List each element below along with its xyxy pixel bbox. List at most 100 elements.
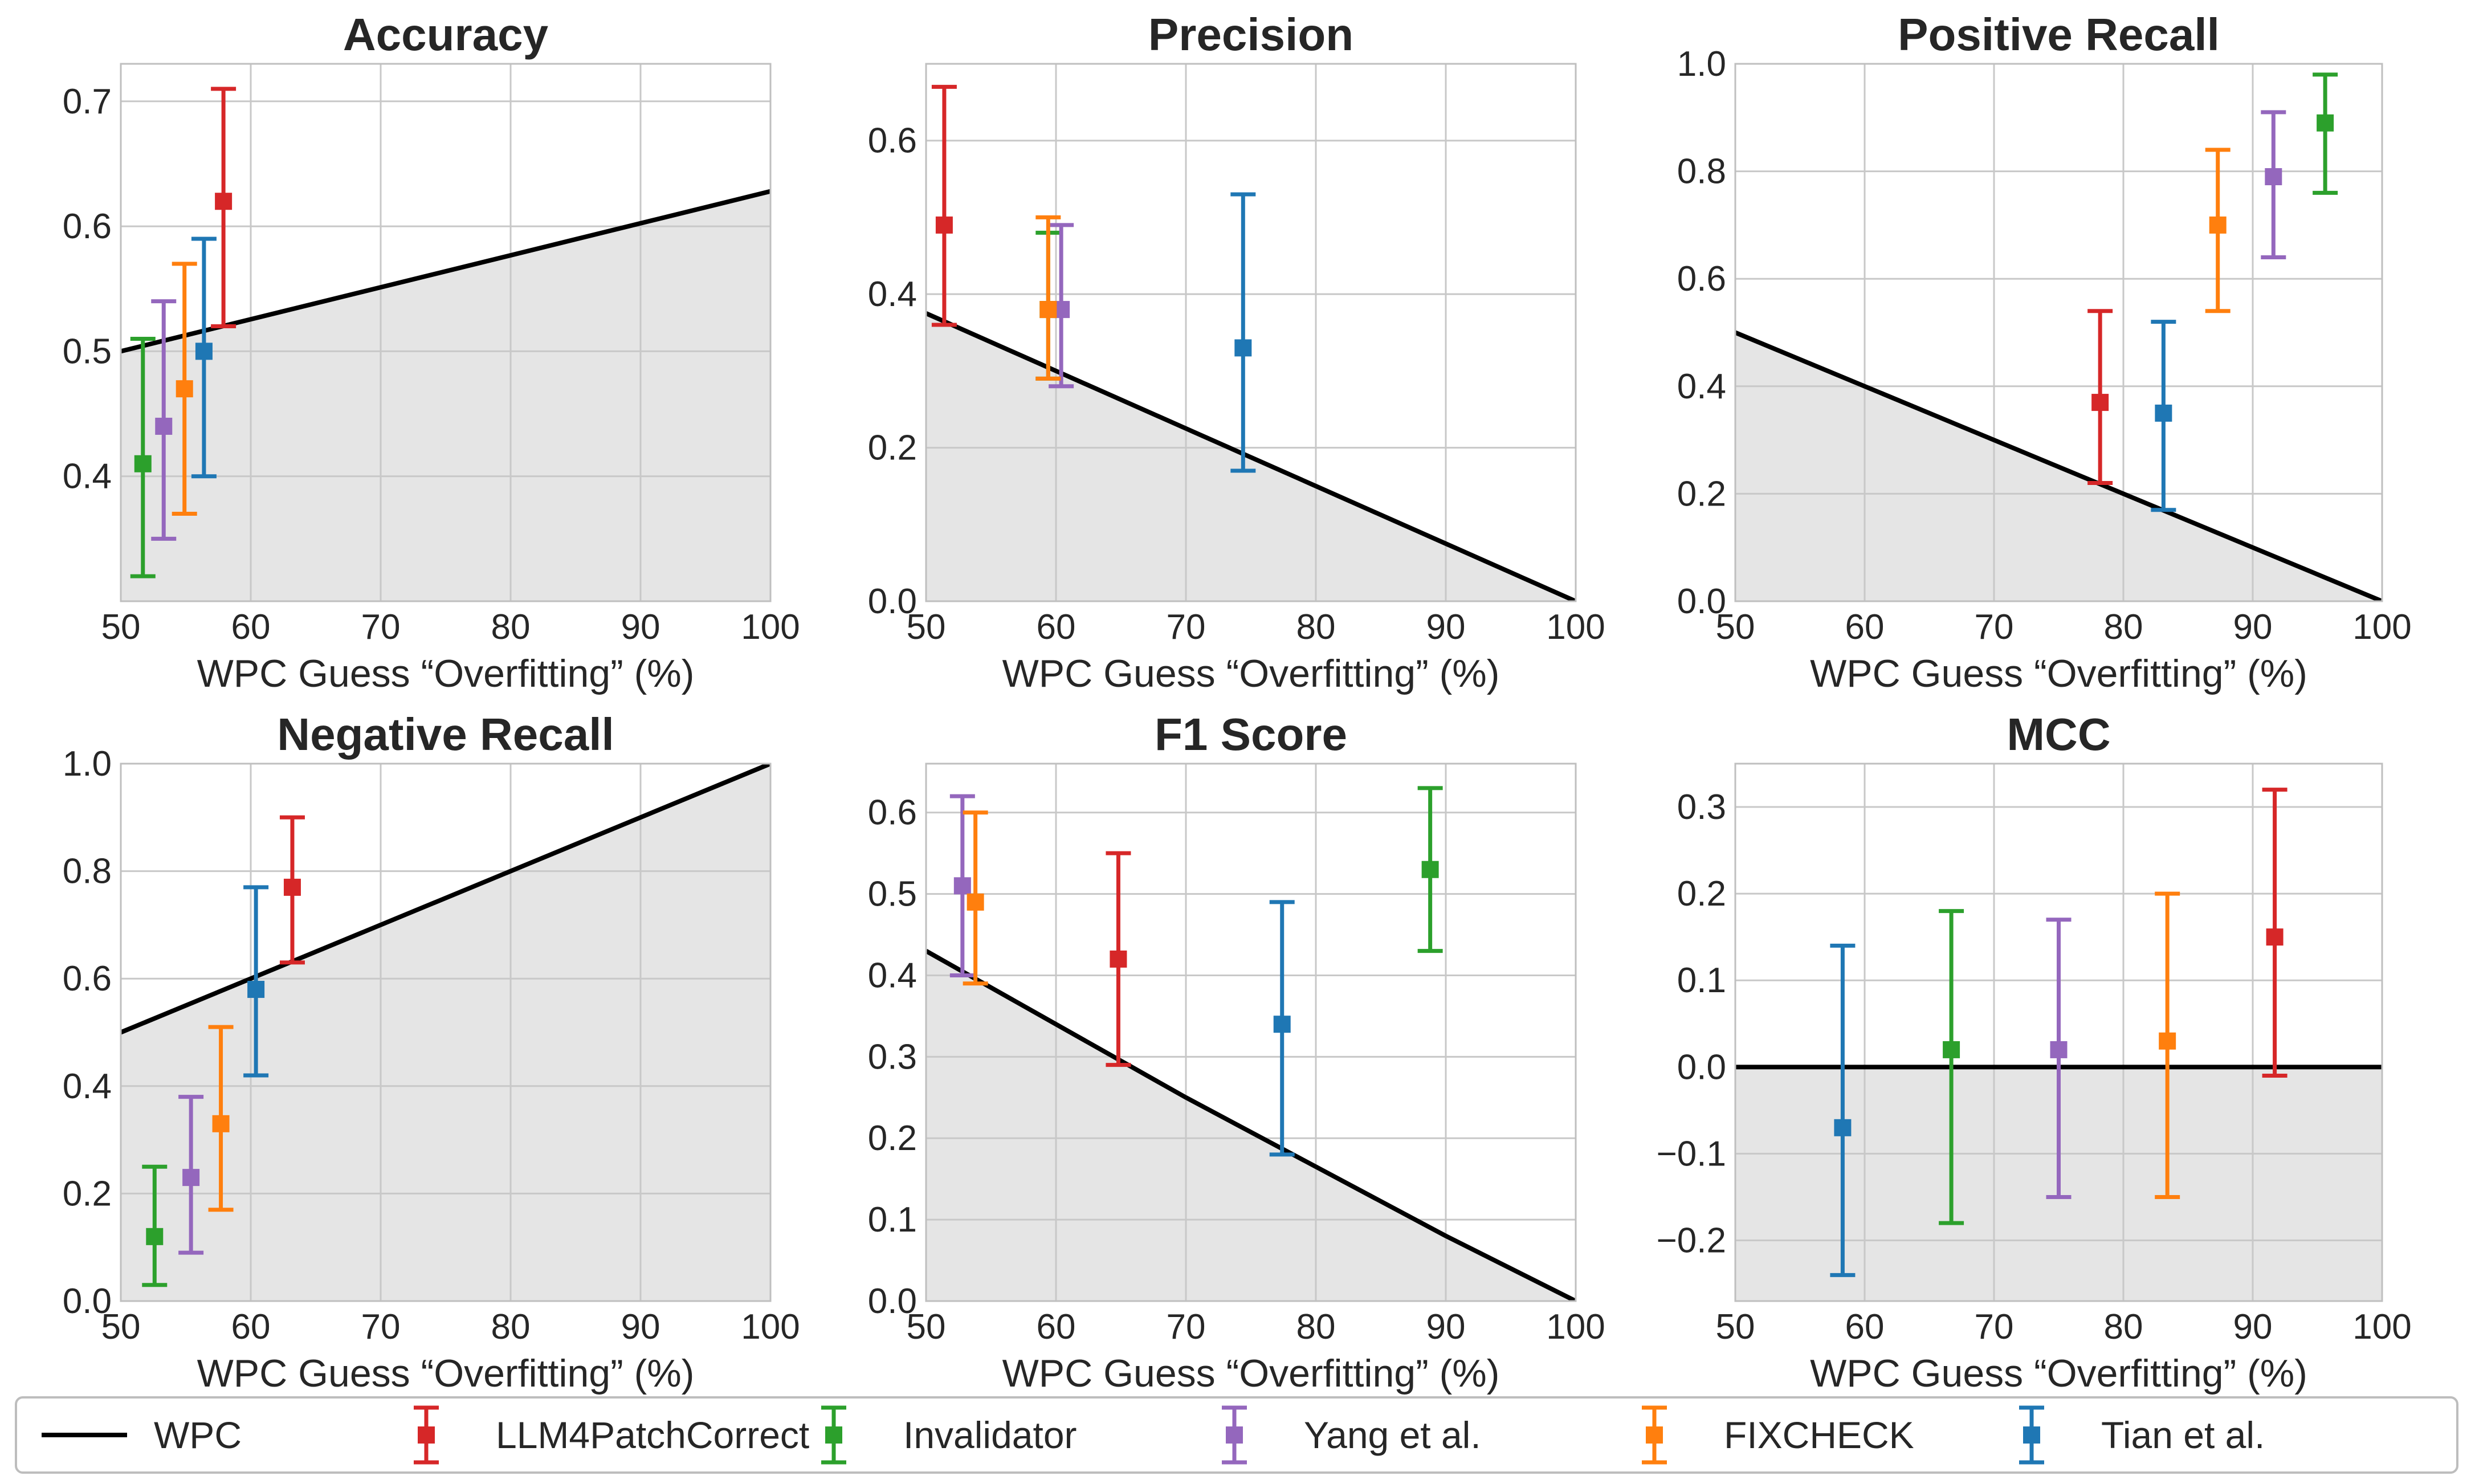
- series-fixcheck: [2155, 891, 2180, 1199]
- data-point: [2209, 216, 2227, 234]
- wpc-line: [121, 764, 770, 1035]
- y-tick-label: 0.2: [868, 429, 917, 468]
- y-tick-label: 0.5: [63, 332, 112, 371]
- x-tick-label: 50: [1716, 608, 1755, 647]
- x-tick-label: 70: [1167, 608, 1206, 647]
- wpc-line: [926, 949, 1576, 1301]
- series-yang-et-al: [949, 794, 975, 977]
- data-point: [176, 380, 193, 398]
- legend-entry-yang-et-al: Yang et al.: [1222, 1405, 1481, 1465]
- data-point: [1834, 1119, 1852, 1136]
- y-tick-label: −0.2: [1657, 1221, 1726, 1261]
- series-fixcheck: [172, 262, 197, 516]
- series-tian-et-al: [2151, 320, 2176, 512]
- x-axis-label: WPC Guess “Overfitting” (%): [1002, 1352, 1500, 1395]
- panel-mcc: 50 60 70 80 90 100 −0.2 −0.1 0.0 0.1 0.2 0.3 MCC WPC …: [1657, 709, 2412, 1395]
- series-llm4patchcorrect: [211, 87, 237, 329]
- legend-swatch-marker: [418, 1426, 435, 1444]
- y-tick-label: 0.4: [63, 1067, 112, 1106]
- x-tick-label: 90: [1426, 1307, 1466, 1347]
- x-tick-label: 80: [2104, 608, 2143, 647]
- data-point: [1234, 339, 1252, 357]
- series-invalidator: [1939, 909, 1964, 1225]
- legend-label: LLM4PatchCorrect: [496, 1414, 809, 1456]
- series-invalidator: [2313, 72, 2338, 195]
- y-tick-label: 0.0: [868, 582, 917, 621]
- x-tick-label: 80: [2104, 1307, 2143, 1347]
- series-llm4patchcorrect: [1106, 851, 1131, 1067]
- y-tick-label: 0.1: [868, 1200, 917, 1240]
- chart-panels: 50 60 70 80 90 100 0.4 0.5 0.6 0.7 Accuracy WPC Gue…: [63, 9, 2412, 1395]
- wpc-shaded-region: [121, 764, 770, 1301]
- y-tick-label: 0.0: [868, 1282, 917, 1321]
- y-tick-label: 0.8: [1677, 152, 1726, 191]
- x-tick-label: 100: [2352, 1307, 2411, 1347]
- x-tick-label: 60: [231, 1307, 271, 1347]
- x-tick-label: 90: [621, 608, 660, 647]
- x-tick-label: 80: [491, 608, 531, 647]
- axes-frame: [120, 63, 772, 602]
- x-tick-label: 70: [361, 608, 401, 647]
- chart-title: Precision: [1148, 9, 1353, 60]
- data-point: [247, 981, 265, 998]
- panel-f1-score: 50 60 70 80 90 100 0.0 0.1 0.2 0.3 0.4 0.5 0.6 F1 Sco…: [868, 709, 1605, 1395]
- series-fixcheck: [1035, 215, 1061, 381]
- legend-label: Invalidator: [903, 1414, 1077, 1456]
- y-tick-label: 0.0: [1677, 1047, 1726, 1087]
- data-point: [1421, 861, 1439, 878]
- data-point: [2317, 114, 2334, 132]
- x-tick-label: 100: [1546, 1307, 1605, 1347]
- x-axis-label: WPC Guess “Overfitting” (%): [197, 1352, 695, 1395]
- y-tick-label: 0.6: [63, 959, 112, 998]
- y-tick-label: 0.4: [1677, 367, 1726, 406]
- legend: WPC LLM4PatchCorrect Invalidator Yang et al…: [15, 1396, 2458, 1474]
- legend-swatch-marker: [1646, 1426, 1663, 1444]
- panel-precision: 50 60 70 80 90 100 0.0 0.2 0.4 0.6 Precision WPC Gu…: [868, 9, 1605, 695]
- axes-frame: [1734, 63, 2383, 602]
- data-point: [2155, 404, 2172, 422]
- data-point: [2265, 168, 2282, 186]
- panel-accuracy: 50 60 70 80 90 100 0.4 0.5 0.6 0.7 Accuracy WPC Gue…: [63, 9, 800, 695]
- y-tick-label: 0.6: [868, 121, 917, 161]
- data-point: [1273, 1016, 1291, 1033]
- chart-title: Positive Recall: [1898, 9, 2220, 60]
- series-fixcheck: [208, 1025, 234, 1212]
- data-point: [1110, 950, 1127, 968]
- legend-label: Yang et al.: [1304, 1414, 1481, 1456]
- panel-positive-recall: 50 60 70 80 90 100 0.0 0.2 0.4 0.6 0.8 1.0 Positive …: [1677, 9, 2412, 695]
- data-point: [2091, 394, 2109, 411]
- series-tian-et-al: [243, 885, 269, 1078]
- series-llm4patchcorrect: [2262, 788, 2287, 1078]
- x-tick-label: 70: [1975, 1307, 2014, 1347]
- legend-entry-wpc: WPC: [42, 1414, 242, 1456]
- y-tick-label: 0.3: [868, 1037, 917, 1077]
- y-tick-label: 0.2: [868, 1119, 917, 1158]
- series-fixcheck: [2205, 148, 2231, 313]
- axes-frame: [925, 763, 1577, 1302]
- legend-label: WPC: [154, 1414, 242, 1456]
- y-tick-label: 0.7: [63, 82, 112, 121]
- data-point: [953, 877, 971, 895]
- y-tick-label: 0.0: [1677, 582, 1726, 621]
- data-point: [146, 1228, 164, 1245]
- x-tick-label: 60: [1037, 1307, 1076, 1347]
- x-axis-label: WPC Guess “Overfitting” (%): [1810, 1352, 2307, 1395]
- series-fixcheck: [963, 810, 988, 986]
- wpc-line: [926, 311, 1576, 601]
- legend-entry-invalidator: Invalidator: [821, 1405, 1077, 1465]
- wpc-shaded-region: [121, 191, 770, 601]
- legend-entry-llm4patchcorrect: LLM4PatchCorrect: [414, 1405, 809, 1465]
- x-tick-label: 60: [1037, 608, 1076, 647]
- y-tick-label: 0.6: [63, 207, 112, 246]
- wpc-shaded-region: [926, 951, 1576, 1301]
- axes-frame: [120, 763, 772, 1302]
- y-tick-label: 0.4: [63, 457, 112, 496]
- series-yang-et-al: [2261, 110, 2286, 259]
- series-yang-et-al: [151, 299, 177, 541]
- data-point: [1039, 301, 1057, 319]
- x-tick-label: 70: [1975, 608, 2014, 647]
- data-point: [155, 417, 173, 435]
- data-point: [2266, 928, 2284, 946]
- x-tick-label: 70: [1167, 1307, 1206, 1347]
